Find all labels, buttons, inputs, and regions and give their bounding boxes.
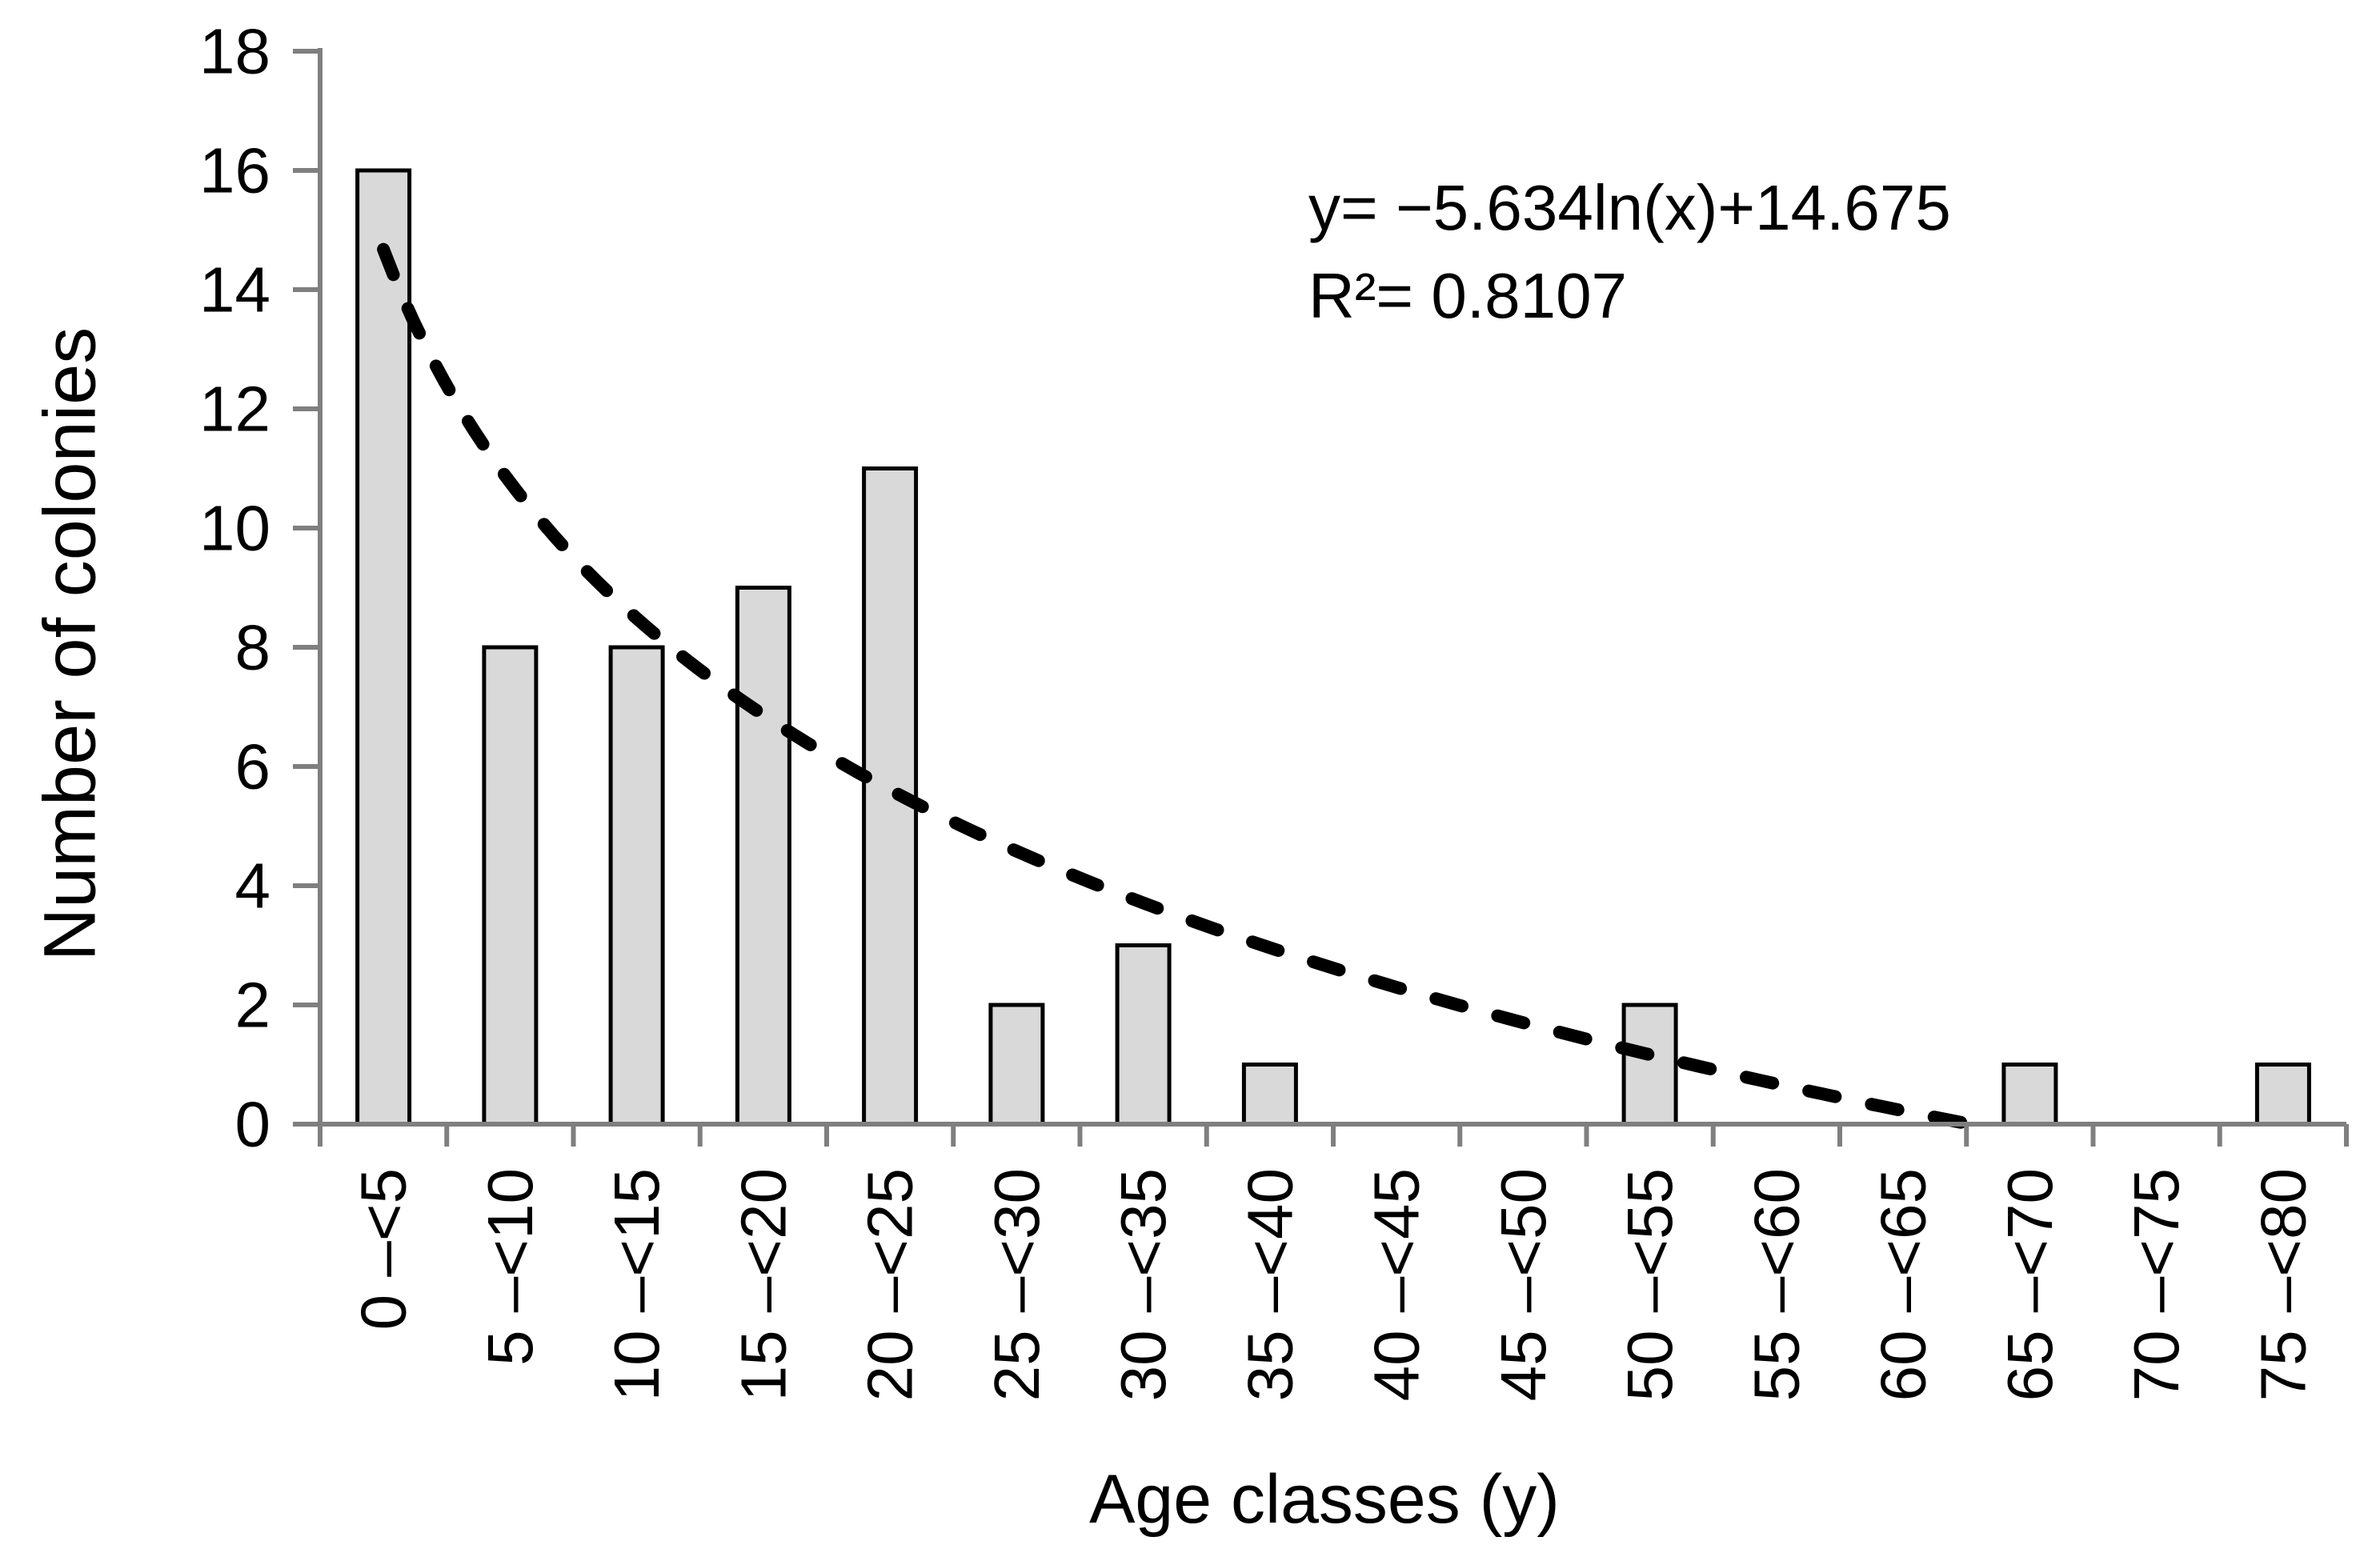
y-tick-label: 8 [235,612,271,683]
x-category-label: 70 –<75 [2121,1168,2192,1401]
y-tick-label: 10 [199,493,270,564]
bar-1 [482,645,539,1127]
y-tick-label: 0 [235,1089,271,1160]
trendline-annotation: y= −5.634ln(x)+14.675 R²= 0.8107 [1308,164,1951,341]
y-tick-label: 6 [235,731,271,803]
x-category-label: 5 –<10 [475,1168,546,1366]
y-tick-label: 4 [235,851,271,922]
y-tick-label: 2 [235,970,271,1041]
x-category-label: 20 –<25 [855,1168,926,1401]
y-tick-label: 14 [199,254,270,326]
bar-7 [1241,1063,1298,1127]
bar-5 [988,1003,1045,1127]
x-category-label: 75 –<80 [2247,1168,2318,1401]
x-category-label: 10 –<15 [601,1168,672,1401]
x-category-label: 60 –<65 [1868,1168,1939,1401]
x-category-label: 55 –<60 [1741,1168,1812,1401]
x-category-label: 50 –<55 [1614,1168,1685,1401]
x-axis-title: Age classes (y) [1089,1461,1560,1538]
x-category-label: 40 –<45 [1361,1168,1432,1401]
bar-13 [2001,1063,2058,1127]
bar-10 [1621,1003,1678,1127]
bar-3 [735,586,791,1127]
x-category-label: 25 –<30 [981,1168,1052,1401]
x-category-label: 65 –<70 [1994,1168,2065,1401]
r-squared-value: R²= 0.8107 [1308,260,1628,332]
bar-2 [608,645,665,1127]
y-tick-label: 12 [199,374,270,445]
bar-15 [2254,1063,2311,1127]
trendline-equation: y= −5.634ln(x)+14.675 [1308,172,1951,243]
x-category-label: 15 –<20 [727,1168,799,1401]
y-tick-label: 16 [199,135,270,206]
y-axis-title: Number of colonies [29,326,111,962]
x-category-label: 45 –<50 [1488,1168,1559,1401]
x-category-label: 30 –<35 [1108,1168,1179,1401]
x-category-label: 35 –<40 [1234,1168,1305,1401]
bar-6 [1115,943,1172,1127]
x-category-label: 0 –<5 [348,1168,419,1330]
bar-0 [355,168,412,1127]
trendline-curve [377,242,1977,1131]
y-tick-label: 18 [199,16,270,87]
